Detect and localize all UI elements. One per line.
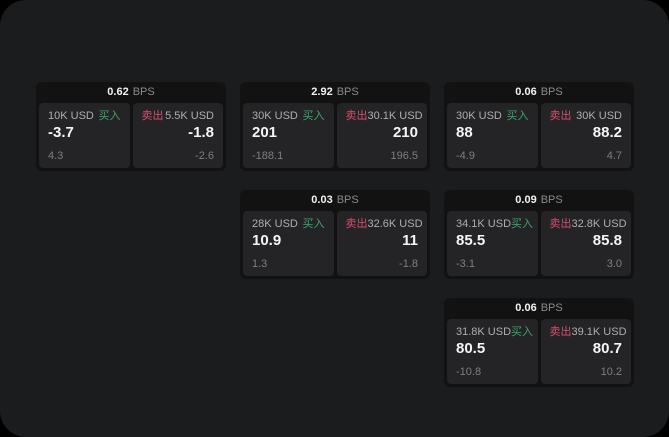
sell-quote-panel[interactable]: 卖出 39.1K USD 80.7 10.2 (540, 319, 631, 384)
sell-size-label: 32.6K USD (367, 218, 423, 230)
sell-size-label: 32.8K USD (571, 218, 627, 230)
card-body: 28K USD 买入 10.9 1.3 卖出 32.6K USD 11 -1.8 (240, 211, 430, 279)
quote-card: 0.03 BPS 28K USD 买入 10.9 1.3 卖出 32.6K US… (240, 190, 430, 279)
bps-spread-value: 0.06 (515, 302, 537, 314)
buy-price: 88 (456, 124, 473, 141)
buy-quote-panel[interactable]: 34.1K USD 买入 85.5 -3.1 (447, 211, 538, 276)
sell-delta: -1.8 (399, 258, 418, 270)
sell-price: 88.2 (592, 124, 622, 141)
sell-size-label: 30.1K USD (367, 110, 423, 122)
sell-quote-panel[interactable]: 卖出 30K USD 88.2 4.7 (540, 103, 631, 168)
buy-size-label: 10K USD (48, 110, 94, 122)
sell-tag: 卖出 (549, 326, 572, 338)
buy-size-label: 30K USD (456, 110, 502, 122)
card-header: 0.06 BPS (444, 298, 634, 319)
buy-tag: 买入 (511, 326, 534, 338)
sell-size-label: 39.1K USD (571, 326, 627, 338)
sell-price: 11 (402, 232, 418, 249)
card-header: 0.09 BPS (444, 190, 634, 211)
sell-tag: 卖出 (141, 110, 164, 122)
card-body: 34.1K USD 买入 85.5 -3.1 卖出 32.8K USD 85.8… (444, 211, 634, 279)
bps-unit-label: BPS (132, 86, 155, 98)
sell-tag: 卖出 (549, 218, 572, 230)
buy-quote-panel[interactable]: 30K USD 买入 88 -4.9 (447, 103, 538, 168)
bps-spread-value: 0.03 (311, 194, 333, 206)
buy-quote-panel[interactable]: 28K USD 买入 10.9 1.3 (243, 211, 334, 276)
bps-spread-value: 0.09 (515, 194, 537, 206)
buy-delta: 4.3 (48, 150, 64, 162)
bps-spread-value: 0.62 (107, 86, 129, 98)
bps-spread-value: 2.92 (311, 86, 333, 98)
quote-card: 0.62 BPS 10K USD 买入 -3.7 4.3 卖出 5.5K USD… (36, 82, 226, 171)
buy-quote-panel[interactable]: 31.8K USD 买入 80.5 -10.8 (447, 319, 538, 384)
card-body: 31.8K USD 买入 80.5 -10.8 卖出 39.1K USD 80.… (444, 319, 634, 387)
sell-quote-panel[interactable]: 卖出 32.8K USD 85.8 3.0 (540, 211, 631, 276)
sell-quote-panel[interactable]: 卖出 32.6K USD 11 -1.8 (336, 211, 427, 276)
buy-delta: -4.9 (456, 150, 475, 162)
quote-card: 2.92 BPS 30K USD 买入 201 -188.1 卖出 30.1K … (240, 82, 430, 171)
sell-delta: 4.7 (606, 150, 622, 162)
card-body: 30K USD 买入 201 -188.1 卖出 30.1K USD 210 1… (240, 103, 430, 171)
bps-unit-label: BPS (540, 86, 563, 98)
sell-price: 210 (392, 124, 418, 141)
sell-tag: 卖出 (549, 110, 572, 122)
sell-quote-panel[interactable]: 卖出 30.1K USD 210 196.5 (336, 103, 427, 168)
bps-unit-label: BPS (540, 302, 563, 314)
buy-delta: -3.1 (456, 258, 475, 270)
buy-price: 85.5 (456, 232, 486, 249)
buy-quote-panel[interactable]: 30K USD 买入 201 -188.1 (243, 103, 334, 168)
buy-delta: -10.8 (456, 366, 482, 378)
sell-delta: 3.0 (606, 258, 622, 270)
bps-unit-label: BPS (540, 194, 563, 206)
buy-price: 10.9 (252, 232, 282, 249)
card-header: 0.06 BPS (444, 82, 634, 103)
bps-unit-label: BPS (336, 86, 359, 98)
bps-spread-value: 0.06 (515, 86, 537, 98)
buy-tag: 买入 (302, 218, 325, 230)
card-body: 10K USD 买入 -3.7 4.3 卖出 5.5K USD -1.8 -2.… (36, 103, 226, 171)
quote-card-grid: 0.62 BPS 10K USD 买入 -3.7 4.3 卖出 5.5K USD… (36, 82, 634, 387)
buy-size-label: 30K USD (252, 110, 298, 122)
quote-card: 0.06 BPS 31.8K USD 买入 80.5 -10.8 卖出 39.1… (444, 298, 634, 387)
sell-size-label: 30K USD (576, 110, 622, 122)
sell-delta: 196.5 (390, 150, 418, 162)
buy-tag: 买入 (98, 110, 121, 122)
quote-card: 0.09 BPS 34.1K USD 买入 85.5 -3.1 卖出 32.8K… (444, 190, 634, 279)
buy-price: 201 (252, 124, 278, 141)
sell-delta: 10.2 (600, 366, 622, 378)
card-header: 0.62 BPS (36, 82, 226, 103)
quote-card: 0.06 BPS 30K USD 买入 88 -4.9 卖出 30K USD 8… (444, 82, 634, 171)
buy-price: -3.7 (48, 124, 74, 141)
buy-delta: -188.1 (252, 150, 284, 162)
card-header: 2.92 BPS (240, 82, 430, 103)
buy-size-label: 34.1K USD (456, 218, 512, 230)
buy-delta: 1.3 (252, 258, 268, 270)
sell-price: 80.7 (592, 340, 622, 357)
sell-size-label: 5.5K USD (165, 110, 214, 122)
buy-size-label: 28K USD (252, 218, 298, 230)
sell-price: 85.8 (592, 232, 622, 249)
buy-tag: 买入 (302, 110, 325, 122)
buy-tag: 买入 (506, 110, 529, 122)
buy-tag: 买入 (511, 218, 534, 230)
buy-quote-panel[interactable]: 10K USD 买入 -3.7 4.3 (39, 103, 130, 168)
sell-tag: 卖出 (345, 110, 368, 122)
buy-price: 80.5 (456, 340, 486, 357)
sell-price: -1.8 (188, 124, 214, 141)
sell-tag: 卖出 (345, 218, 368, 230)
sell-quote-panel[interactable]: 卖出 5.5K USD -1.8 -2.6 (132, 103, 223, 168)
sell-delta: -2.6 (195, 150, 214, 162)
card-body: 30K USD 买入 88 -4.9 卖出 30K USD 88.2 4.7 (444, 103, 634, 171)
bps-unit-label: BPS (336, 194, 359, 206)
card-header: 0.03 BPS (240, 190, 430, 211)
buy-size-label: 31.8K USD (456, 326, 512, 338)
